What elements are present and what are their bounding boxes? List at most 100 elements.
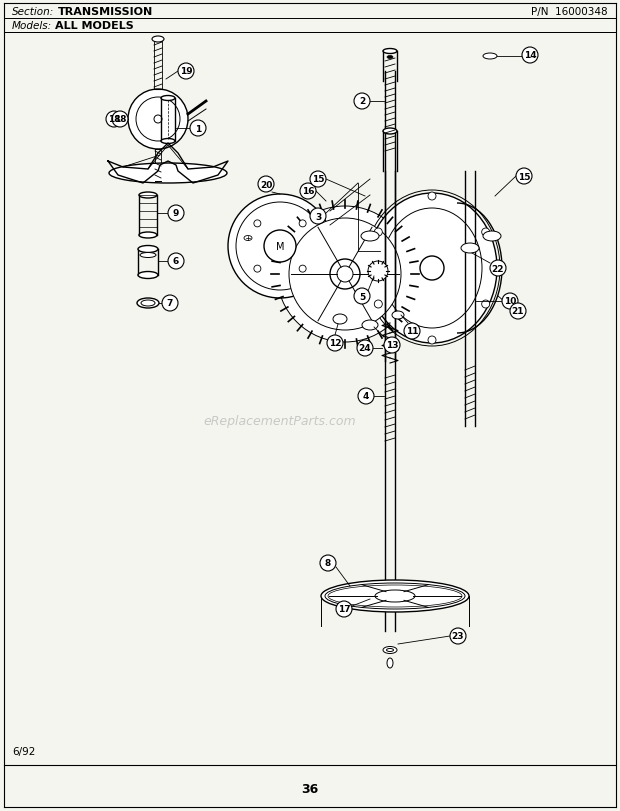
Circle shape [264,230,296,263]
Text: eReplacementParts.com: eReplacementParts.com [204,415,356,428]
Text: 14: 14 [524,51,536,61]
Ellipse shape [138,272,158,279]
Ellipse shape [383,129,397,135]
Ellipse shape [244,236,252,241]
Circle shape [357,341,373,357]
Ellipse shape [138,247,158,253]
Circle shape [354,94,370,109]
Ellipse shape [386,649,394,652]
Circle shape [254,221,261,228]
Text: 2: 2 [359,97,365,106]
Circle shape [310,208,326,225]
Text: 1: 1 [195,124,201,133]
Circle shape [154,116,162,124]
Ellipse shape [139,233,157,238]
Circle shape [330,260,360,290]
Ellipse shape [461,243,479,254]
Circle shape [236,203,324,290]
Text: 9: 9 [173,209,179,218]
Text: 18: 18 [113,115,126,124]
Circle shape [450,629,466,644]
Text: 21: 21 [512,307,525,316]
Circle shape [310,172,326,188]
Circle shape [289,219,401,331]
Text: 10: 10 [504,297,516,306]
Ellipse shape [483,54,497,60]
Ellipse shape [361,232,379,242]
Ellipse shape [483,232,501,242]
Circle shape [510,303,526,320]
Circle shape [428,337,436,345]
Ellipse shape [161,139,175,144]
Text: ALL MODELS: ALL MODELS [55,21,134,31]
Ellipse shape [362,320,378,331]
Text: Section:: Section: [12,7,55,17]
Circle shape [168,254,184,270]
Text: TRANSMISSION: TRANSMISSION [58,7,153,17]
Ellipse shape [367,194,497,344]
Text: 13: 13 [386,341,398,350]
Ellipse shape [152,37,164,43]
Text: 12: 12 [329,339,341,348]
Circle shape [299,221,306,228]
Text: 36: 36 [301,783,319,796]
Circle shape [320,556,336,571]
Ellipse shape [333,315,347,324]
Ellipse shape [387,659,393,668]
Circle shape [374,229,383,237]
Ellipse shape [137,298,159,309]
Circle shape [374,301,383,309]
Text: 11: 11 [405,327,419,336]
Circle shape [420,257,444,281]
Circle shape [428,193,436,201]
Ellipse shape [383,646,397,654]
Circle shape [136,98,180,142]
Text: 22: 22 [492,264,504,273]
Text: 3: 3 [315,212,321,221]
Circle shape [522,48,538,64]
Ellipse shape [161,97,175,101]
Circle shape [178,64,194,80]
Circle shape [482,301,490,309]
Circle shape [490,260,506,277]
Text: Models:: Models: [12,21,52,31]
Circle shape [190,121,206,137]
Ellipse shape [392,311,404,320]
Circle shape [277,207,413,342]
Text: 20: 20 [260,180,272,189]
Text: 4: 4 [363,392,369,401]
Ellipse shape [140,253,156,258]
Text: 8: 8 [325,559,331,568]
Circle shape [404,324,420,340]
Circle shape [502,294,518,310]
Ellipse shape [141,301,155,307]
Circle shape [128,90,188,150]
Circle shape [299,266,306,272]
Circle shape [168,206,184,221]
Text: 6: 6 [173,257,179,266]
Text: 19: 19 [180,67,192,76]
Circle shape [354,289,370,305]
Ellipse shape [375,590,415,603]
Text: 5: 5 [359,292,365,301]
Circle shape [327,336,343,351]
Text: M: M [276,242,284,251]
Circle shape [258,177,274,193]
Text: 18: 18 [108,115,120,124]
Text: 16: 16 [302,187,314,196]
Circle shape [337,267,353,283]
Text: 6/92: 6/92 [12,746,35,756]
Circle shape [336,601,352,617]
Circle shape [112,112,128,128]
Ellipse shape [109,164,227,184]
Circle shape [368,262,388,281]
Circle shape [228,195,332,298]
Text: 17: 17 [338,605,350,614]
Ellipse shape [139,193,157,199]
Ellipse shape [382,208,482,328]
Text: 23: 23 [452,632,464,641]
Circle shape [358,388,374,405]
Ellipse shape [321,581,469,612]
Text: 24: 24 [359,344,371,353]
Circle shape [162,296,178,311]
